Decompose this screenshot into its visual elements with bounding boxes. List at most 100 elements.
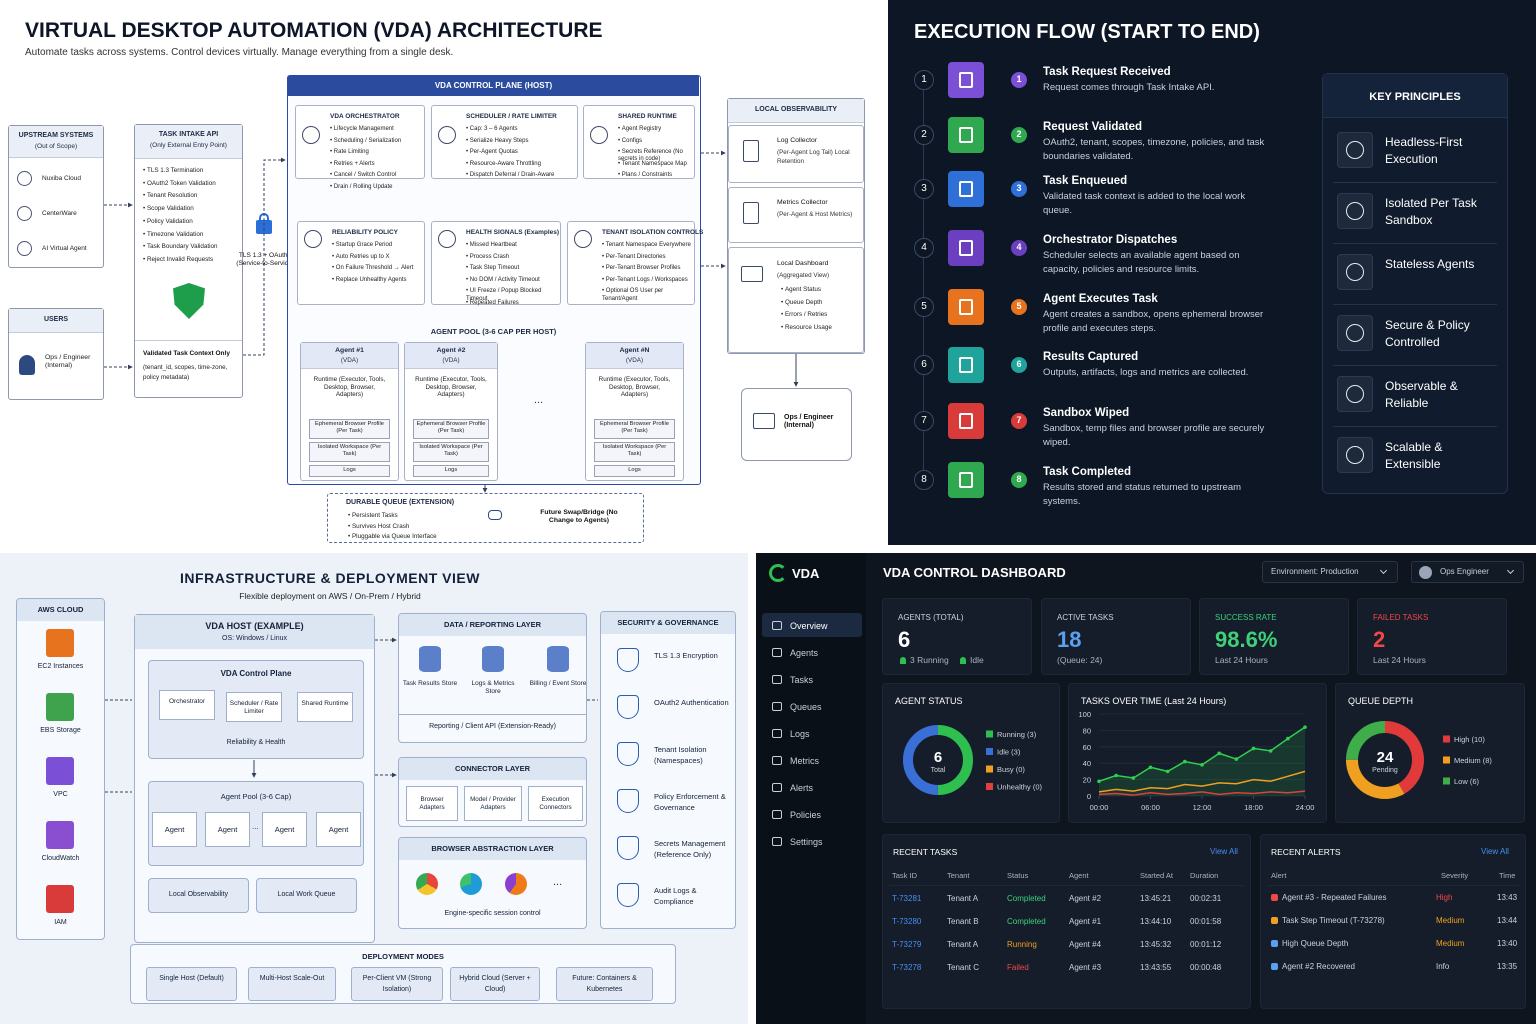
agent-part-label: Isolated Workspace (Per Task): [602, 444, 667, 457]
nav-item[interactable]: Agents: [790, 648, 819, 658]
module-title: TENANT ISOLATION CONTROLS: [602, 229, 704, 236]
nav-item[interactable]: Alerts: [790, 783, 814, 793]
agent-header: [586, 343, 683, 369]
table-header: Task ID: [892, 871, 918, 880]
connector: Execution Connectors: [528, 786, 583, 821]
table-title: RECENT ALERTS: [1271, 847, 1341, 857]
table-cell: Running: [1007, 940, 1037, 949]
divider: [1333, 243, 1497, 244]
table-cell: 13:45:21: [1140, 894, 1172, 903]
local-observability: LOCAL OBSERVABILITY Log Collector (Per-Age…: [727, 98, 865, 354]
agent-name: Agent #2: [436, 347, 466, 354]
alert-severity: Medium: [1436, 939, 1465, 948]
module-item: Cap: 3 – 6 Agents: [466, 126, 575, 133]
step-icon: [948, 347, 984, 383]
title: INFRASTRUCTURE & DEPLOYMENT VIEW: [180, 570, 480, 586]
step-glyph: [959, 299, 973, 315]
list-item: OAuth2 Token Validation: [143, 180, 216, 188]
store-name: Task Results Store: [402, 680, 458, 687]
timeline-step: 2: [914, 125, 934, 145]
connector-label: Browser Adapters: [419, 796, 445, 811]
step-icon: [948, 462, 984, 498]
kpi-label: ACTIVE TASKS: [1057, 613, 1114, 622]
nav-item[interactable]: Tasks: [790, 675, 814, 685]
step-title: Task Request Received: [1043, 66, 1171, 78]
upstream-systems: UPSTREAM SYSTEMS (Out of Scope) Nuxiba Clo…: [8, 125, 104, 268]
step-title: Task Enqueued: [1043, 175, 1128, 187]
divider: [135, 340, 242, 341]
control-plane-title: VDA CONTROL PLANE (HOST): [434, 81, 553, 90]
service-icon: [46, 693, 74, 721]
icon: [438, 126, 456, 144]
brand: VDA: [792, 566, 820, 581]
panel-title: LOCAL OBSERVABILITY: [754, 106, 838, 113]
timeline-step: 4: [914, 238, 934, 258]
ellipsis: ...: [252, 822, 259, 831]
module: VDA ORCHESTRATOR Lifecycle Management Sche…: [295, 105, 425, 190]
divider: [1333, 426, 1497, 427]
store-name: Logs & Metrics Store: [471, 680, 515, 695]
host-bottom: Local Observability: [148, 878, 249, 913]
step-badge: 5: [1011, 299, 1027, 315]
agent-part-label: Ephemeral Browser Profile (Per Task): [600, 421, 669, 434]
alert-severity: Medium: [1436, 916, 1465, 925]
dashboard-item: Errors / Retries: [781, 311, 827, 319]
deployment-mode: Multi-Host Scale-Out: [248, 967, 336, 1001]
service-name: VPC: [53, 791, 68, 798]
kpi-sub: Last 24 Hours: [1215, 655, 1268, 665]
nav-icon: [772, 675, 782, 684]
agent-runtime: Runtime (Executor, Tools, Desktop, Brows…: [598, 376, 671, 399]
nav-item[interactable]: Overview: [790, 621, 828, 631]
module-item: Optional OS User per Tenant/Agent: [602, 288, 692, 302]
module-item: Agent Registry: [618, 126, 692, 133]
step-badge: 2: [1011, 127, 1027, 143]
kpi-sub: Idle: [970, 655, 984, 665]
view-all[interactable]: View All: [1210, 847, 1238, 856]
table-cell: 13:44:10: [1140, 917, 1172, 926]
principle: Isolated Per Task Sandbox: [1385, 196, 1477, 227]
lock-icon: [256, 220, 272, 234]
deployment-mode: Hybrid Cloud (Server + Cloud): [450, 967, 540, 1001]
store-icon: [482, 646, 504, 672]
store-icon: [547, 646, 569, 672]
nav-item[interactable]: Policies: [790, 810, 822, 820]
panel-title: UPSTREAM SYSTEMS: [18, 132, 94, 139]
timeline-step: 7: [914, 411, 934, 431]
icon: [438, 230, 456, 248]
module-item: Rate Limiting: [330, 149, 422, 156]
environment: Environment: Production: [1271, 567, 1359, 576]
nav-icon: [772, 783, 782, 792]
divider: [1333, 304, 1497, 305]
icon: [590, 126, 608, 144]
nav-item[interactable]: Metrics: [790, 756, 819, 766]
environment-select[interactable]: Environment: Production: [1262, 561, 1398, 583]
step-title: Agent Executes Task: [1043, 293, 1158, 305]
alert-severity: Info: [1436, 962, 1450, 971]
agent: Agent #1 (VDA) Runtime (Executor, Tools, D…: [300, 342, 399, 481]
user-menu[interactable]: Ops Engineer: [1411, 561, 1524, 583]
panel-header: [9, 309, 103, 333]
divider: [399, 714, 586, 715]
agent-header: [405, 343, 497, 369]
connector-label: Execution Connectors: [539, 796, 572, 811]
nav-item[interactable]: Queues: [790, 702, 822, 712]
browser-icon: [460, 873, 482, 895]
security-item: TLS 1.3 Encryption: [654, 651, 718, 660]
alert-dot: [1271, 917, 1278, 924]
chart-title: QUEUE DEPTH: [1348, 696, 1414, 706]
durable-queue: DURABLE QUEUE (EXTENSION) Persistent Task…: [327, 493, 644, 543]
nav-item[interactable]: Logs: [790, 729, 810, 739]
table-header: Started At: [1140, 871, 1173, 880]
table-cell: Completed: [1007, 894, 1046, 903]
ops-engineer: Ops / Engineer (Internal): [741, 388, 852, 461]
kpi-sub: Last 24 Hours: [1373, 655, 1426, 665]
list-item: Policy Validation: [143, 218, 193, 226]
view-all[interactable]: View All: [1481, 847, 1509, 856]
agent-part-label: Logs: [628, 467, 641, 473]
agent-part: Ephemeral Browser Profile (Per Task): [594, 419, 675, 439]
timeline-step: 6: [914, 355, 934, 375]
system-name: AI Virtual Agent: [42, 245, 87, 252]
table-cell: 00:02:31: [1190, 894, 1222, 903]
collector-sub: (Per-Agent Log Tail) Local Retention: [777, 149, 850, 166]
nav-item[interactable]: Settings: [790, 837, 823, 847]
